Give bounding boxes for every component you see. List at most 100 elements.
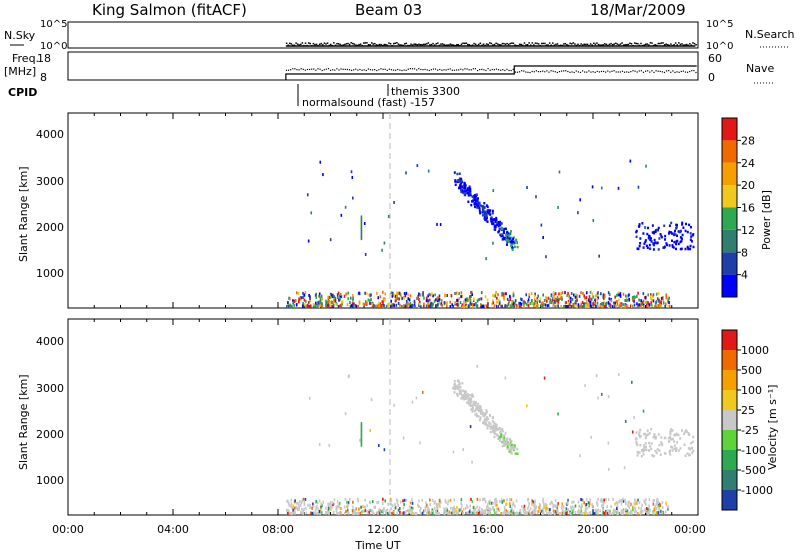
nsky-point bbox=[542, 42, 545, 45]
echo-cell bbox=[336, 511, 338, 515]
echo-cell bbox=[531, 499, 533, 503]
nsky-frame bbox=[67, 21, 699, 49]
echo-cell bbox=[505, 440, 508, 443]
echo-cell bbox=[399, 303, 401, 307]
echo-cell bbox=[464, 507, 467, 511]
echo-cell bbox=[485, 423, 488, 427]
echo-cell bbox=[500, 498, 503, 502]
echo-cell bbox=[477, 402, 480, 406]
echo-cell bbox=[533, 507, 536, 511]
freq-point bbox=[497, 69, 500, 71]
echo-cell bbox=[409, 302, 412, 306]
echo-cell bbox=[407, 508, 409, 512]
echo-cell bbox=[481, 511, 483, 515]
echo-cell bbox=[599, 509, 601, 513]
echo-cell bbox=[369, 429, 372, 433]
echo-cell bbox=[661, 501, 664, 505]
freq-point bbox=[455, 69, 458, 71]
echo-cell bbox=[636, 512, 639, 516]
echo-cell bbox=[327, 505, 330, 509]
echo-cell bbox=[329, 304, 332, 308]
nsky-point bbox=[292, 44, 294, 46]
echo-cell bbox=[329, 501, 332, 505]
echo-cell bbox=[516, 241, 518, 245]
echo-cell bbox=[649, 247, 652, 251]
echo-cell bbox=[657, 501, 660, 505]
echo-cell bbox=[368, 500, 371, 504]
echo-cell bbox=[509, 304, 511, 308]
nsky-point bbox=[545, 44, 548, 46]
echo-cell bbox=[630, 509, 632, 513]
nsky-point bbox=[555, 43, 557, 46]
freq-point bbox=[518, 71, 521, 73]
echo-cell bbox=[673, 434, 676, 437]
echo-cell bbox=[411, 303, 413, 307]
echo-cell bbox=[504, 507, 506, 511]
echo-cell bbox=[677, 433, 680, 437]
echo-cell bbox=[415, 512, 418, 516]
nsky-point bbox=[295, 42, 297, 44]
echo-cell bbox=[638, 506, 640, 510]
echo-cell bbox=[473, 198, 476, 201]
freq-point bbox=[630, 71, 632, 73]
power-ylabel: Slant Range [km] bbox=[17, 166, 30, 262]
echo-cell bbox=[347, 511, 350, 515]
echo-cell bbox=[592, 218, 595, 222]
echo-cell bbox=[382, 511, 385, 515]
echo-cell bbox=[500, 304, 502, 308]
nsky-point bbox=[353, 43, 356, 45]
echo-cell bbox=[489, 507, 491, 511]
echo-cell bbox=[552, 505, 554, 509]
echo-cell bbox=[654, 241, 657, 244]
echo-cell bbox=[602, 508, 604, 512]
echo-cell bbox=[690, 240, 693, 243]
colorbar-swatch bbox=[722, 450, 737, 470]
echo-cell bbox=[375, 511, 378, 515]
echo-cell bbox=[638, 433, 641, 437]
echo-cell bbox=[395, 291, 398, 295]
echo-cell bbox=[637, 185, 640, 189]
echo-cell bbox=[361, 510, 363, 514]
echo-cell bbox=[469, 402, 472, 406]
echo-cell bbox=[498, 300, 501, 304]
echo-cell bbox=[552, 302, 555, 306]
echo-cell bbox=[596, 298, 599, 302]
nsky-point bbox=[512, 42, 515, 45]
echo-cell bbox=[427, 169, 430, 173]
echo-cell bbox=[362, 509, 365, 513]
freq-point bbox=[611, 70, 613, 72]
freq-point bbox=[487, 68, 489, 70]
echo-cell bbox=[565, 511, 567, 515]
echo-cell bbox=[325, 299, 327, 303]
echo-cell bbox=[453, 505, 455, 509]
echo-cell bbox=[404, 304, 406, 308]
nsky-point bbox=[676, 44, 678, 46]
echo-cell bbox=[312, 304, 315, 308]
echo-cell bbox=[531, 502, 533, 506]
echo-cell bbox=[658, 237, 661, 240]
echo-cell bbox=[303, 500, 306, 504]
freq-point bbox=[407, 68, 409, 70]
echo-cell bbox=[492, 293, 494, 297]
nsky-point bbox=[344, 43, 346, 46]
echo-cell bbox=[490, 426, 493, 430]
freq-point bbox=[535, 70, 537, 72]
echo-cell bbox=[291, 512, 293, 516]
echo-cell bbox=[528, 509, 531, 513]
echo-cell bbox=[654, 504, 657, 508]
echo-cell bbox=[639, 443, 642, 447]
freq-point bbox=[665, 70, 668, 72]
echo-cell bbox=[423, 509, 426, 513]
nsky-point bbox=[400, 44, 403, 46]
echo-cell bbox=[492, 189, 495, 193]
echo-cell bbox=[465, 303, 467, 307]
echo-cell bbox=[506, 297, 509, 301]
echo-cell bbox=[378, 508, 380, 512]
echo-cell bbox=[444, 293, 446, 297]
echo-cell bbox=[360, 423, 363, 427]
echo-cell bbox=[431, 510, 434, 514]
freq-point bbox=[424, 68, 426, 71]
echo-cell bbox=[488, 424, 491, 427]
echo-cell bbox=[456, 511, 459, 515]
echo-cell bbox=[326, 300, 329, 304]
